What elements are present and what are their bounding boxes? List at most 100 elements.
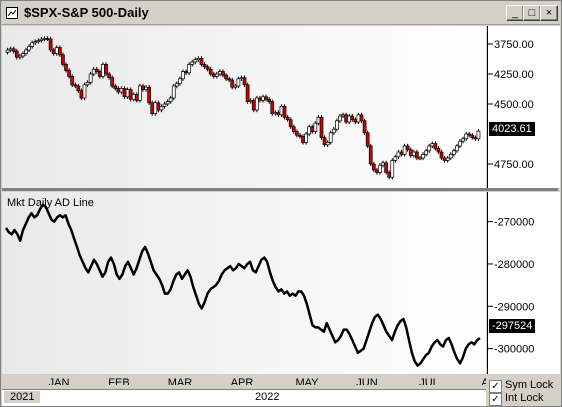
candle-body: [436, 148, 441, 153]
candle-body: [94, 68, 99, 72]
candle-body: [418, 157, 422, 160]
candle-body: [368, 145, 373, 165]
candle-body: [458, 140, 462, 147]
candle-body: [147, 86, 151, 104]
candle-body: [427, 145, 432, 152]
candle-body: [208, 68, 213, 75]
candle-body: [119, 88, 124, 93]
candle-body: [54, 47, 59, 54]
sym-lock-label: Sym Lock: [505, 379, 554, 391]
candle-body: [433, 143, 438, 149]
candle-body: [141, 85, 145, 90]
candle-body: [313, 122, 318, 132]
candle-body: [393, 156, 398, 161]
candle-body: [455, 145, 459, 152]
candle-body: [134, 94, 139, 101]
window-title: $SPX-S&P 500-Daily: [24, 5, 149, 20]
candle-body: [408, 149, 413, 156]
candle-body: [402, 145, 407, 155]
price-tick-label: 4500.00: [494, 99, 534, 111]
candle-body: [248, 100, 253, 102]
candle-body: [21, 53, 25, 57]
candle-body: [58, 47, 62, 56]
status-bar: 2021 2022 ✓ Sym Lock ✓ Int Lock: [2, 379, 560, 406]
candle-body: [64, 64, 68, 71]
price-tick-label: 4250.00: [494, 69, 534, 81]
candle-body: [378, 164, 382, 173]
candle-body: [467, 133, 472, 136]
candle-body: [451, 150, 456, 155]
candle-body: [113, 85, 118, 89]
candle-body: [159, 106, 164, 111]
candle-body: [171, 85, 176, 99]
chart-background: [2, 26, 486, 188]
candle-body: [430, 143, 435, 147]
candle-body: [214, 73, 219, 77]
candle-body: [165, 101, 170, 105]
candle-body: [282, 106, 287, 118]
minimize-button[interactable]: _: [506, 5, 524, 21]
candle-body: [251, 100, 256, 111]
candle-body: [362, 120, 367, 134]
candle-body: [390, 160, 395, 178]
candle-body: [150, 102, 155, 114]
candle-body: [353, 119, 358, 123]
candle-body: [153, 102, 158, 114]
sym-lock-checkbox[interactable]: ✓: [489, 380, 502, 393]
candle-body: [218, 71, 222, 75]
candle-body: [301, 136, 305, 143]
candle-body: [202, 64, 207, 68]
close-button[interactable]: ×: [540, 5, 558, 21]
candle-body: [156, 102, 161, 111]
candle-body: [162, 103, 167, 107]
candle-body: [91, 68, 96, 75]
candle-body: [48, 38, 53, 51]
candle-body: [341, 114, 345, 117]
candle-body: [14, 50, 19, 58]
year-axis: 2021 2022: [2, 389, 486, 406]
candle-body: [291, 126, 296, 132]
candle-body: [82, 84, 87, 99]
candle-body: [190, 61, 195, 65]
title-bar[interactable]: $SPX-S&P 500-Daily _ □ ×: [2, 2, 560, 25]
price-chart-panel[interactable]: [2, 26, 486, 188]
candle-body: [267, 98, 272, 102]
candle-body: [168, 97, 173, 102]
candle-body: [199, 58, 204, 65]
candle-body: [350, 115, 355, 120]
int-lock-checkbox[interactable]: ✓: [489, 393, 502, 406]
candle-body: [125, 89, 130, 98]
candle-body: [88, 73, 93, 83]
candle-body: [107, 73, 111, 78]
candle-body: [328, 132, 333, 143]
candle-body: [279, 106, 284, 116]
candle-body: [178, 78, 182, 84]
candle-body: [98, 71, 102, 77]
ad-tick-label: -270000: [494, 217, 534, 229]
candle-body: [473, 137, 478, 140]
candle-body: [245, 84, 250, 102]
ad-axis: -270000 -280000 -290000 -300000 -297524: [487, 192, 560, 374]
candle-body: [344, 114, 348, 123]
price-tick-label: 4750.00: [494, 159, 534, 171]
maximize-button[interactable]: □: [523, 5, 541, 21]
candle-body: [184, 71, 188, 74]
candle-body: [211, 73, 216, 77]
candle-body: [264, 96, 268, 100]
ad-tick-label: -290000: [494, 301, 534, 313]
candle-body: [273, 112, 278, 114]
candle-body: [131, 94, 136, 100]
ad-line-panel[interactable]: Mkt Daily AD Line: [2, 192, 486, 374]
candle-body: [11, 48, 16, 52]
candle-body: [421, 154, 425, 159]
candle-body: [411, 151, 416, 156]
candle-body: [8, 48, 13, 51]
candle-body: [442, 157, 447, 161]
price-last-value: 4023.61: [489, 122, 535, 136]
candle-body: [310, 126, 315, 132]
candle-body: [239, 77, 244, 80]
panel-separator[interactable]: [2, 188, 558, 191]
candle-body: [144, 86, 148, 90]
candle-body: [70, 76, 75, 86]
